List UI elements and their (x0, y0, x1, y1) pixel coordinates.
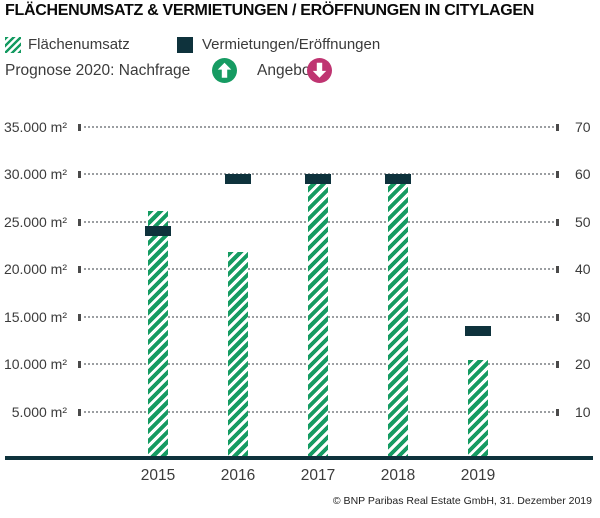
right-axis-label: 40 (575, 261, 591, 278)
right-axis-label: 60 (575, 166, 591, 183)
vermietungen-marker (385, 174, 411, 185)
left-axis-label: 10.000 m² (3, 356, 67, 373)
forecast-supply-label: Angebot (257, 62, 315, 79)
vermietungen-marker (145, 226, 171, 237)
right-axis-label: 10 (575, 403, 591, 420)
forecast-demand-label: Prognose 2020: Nachfrage (5, 62, 191, 79)
source-credit: © BNP Paribas Real Estate GmbH, 31. Deze… (332, 495, 592, 507)
y-gridline (84, 126, 554, 128)
left-axis-tick (78, 218, 81, 226)
x-axis-label: 2015 (140, 467, 176, 484)
left-axis-label: 25.000 m² (3, 213, 67, 230)
left-axis-tick (78, 171, 81, 179)
right-axis-tick (556, 171, 559, 179)
right-axis-label: 30 (575, 308, 591, 325)
left-axis-label: 35.000 m² (3, 119, 67, 135)
legend-flaechenumsatz-label: Flächenumsatz (28, 36, 130, 53)
left-axis-tick (78, 361, 81, 369)
left-axis-tick (78, 313, 81, 321)
right-axis-tick (556, 408, 559, 416)
flaechenumsatz-bar (228, 252, 248, 460)
left-axis-label: 5.000 m² (11, 403, 67, 420)
x-axis-label: 2017 (300, 467, 336, 484)
flaechenumsatz-bar (148, 211, 168, 460)
vermietungen-marker (225, 174, 251, 185)
right-axis-tick (556, 361, 559, 369)
x-axis-label: 2018 (380, 467, 416, 484)
chart-title: FLÄCHENUMSATZ & VERMIETUNGEN / ERÖFFNUNG… (5, 2, 534, 19)
right-axis-tick (556, 266, 559, 274)
vermietungen-marker (305, 174, 331, 185)
right-axis-label: 70 (575, 119, 591, 135)
right-axis-label: 50 (575, 213, 591, 230)
flaechenumsatz-bar (388, 177, 408, 460)
arrow-down-circle-icon (307, 58, 332, 83)
vermietungen-marker (465, 325, 491, 336)
right-axis-label: 20 (575, 356, 591, 373)
left-axis-tick (78, 266, 81, 274)
flaechenumsatz-bar (468, 360, 488, 460)
legend-vermietungen-label: Vermietungen/Eröffnungen (202, 36, 381, 53)
left-axis-label: 15.000 m² (3, 308, 67, 325)
x-axis-label: 2019 (460, 467, 496, 484)
left-axis-label: 20.000 m² (3, 261, 67, 278)
flaechenumsatz-swatch-icon (5, 37, 21, 53)
right-axis-tick (556, 218, 559, 226)
right-axis-tick (556, 124, 559, 131)
arrow-up-circle-icon (212, 58, 237, 83)
left-axis-label: 30.000 m² (3, 166, 67, 183)
left-axis-tick (78, 408, 81, 416)
flaechenumsatz-bar (308, 177, 328, 460)
x-axis-label: 2016 (220, 467, 256, 484)
x-axis-line (5, 456, 593, 460)
right-axis-tick (556, 313, 559, 321)
vermietungen-swatch-icon (177, 37, 193, 53)
left-axis-tick (78, 124, 81, 131)
